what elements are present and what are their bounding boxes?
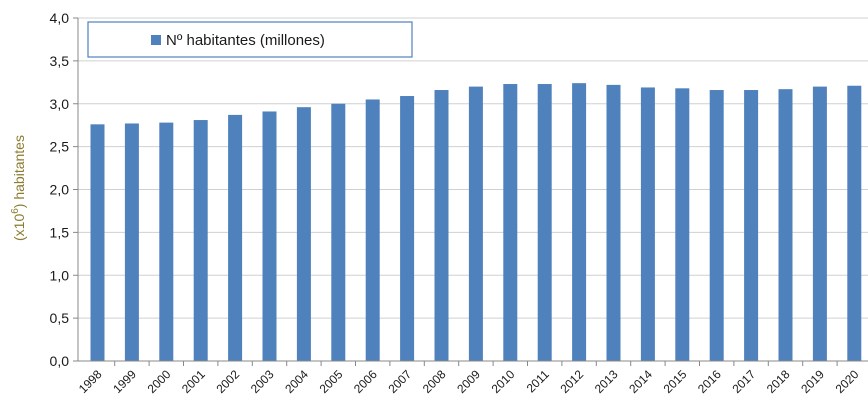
- x-tick-label: 2007: [385, 367, 414, 396]
- legend-swatch: [151, 35, 161, 45]
- bar: [709, 90, 724, 361]
- bar: [90, 124, 105, 361]
- x-tick-label: 2019: [798, 367, 827, 396]
- legend-label: Nº habitantes (millones): [166, 32, 325, 49]
- x-tick-label: 2014: [626, 367, 655, 396]
- y-tick-label: 0,5: [50, 310, 70, 326]
- y-tick-label: 2,0: [50, 182, 70, 198]
- bar: [400, 96, 415, 361]
- bar: [468, 86, 483, 361]
- bar: [228, 114, 243, 362]
- y-tick-label: 1,0: [50, 267, 70, 283]
- x-tick-label: 2017: [729, 367, 758, 396]
- bar: [503, 84, 518, 361]
- y-tick-label: 3,0: [50, 96, 70, 112]
- bar: [159, 122, 174, 362]
- x-tick-label: 2003: [248, 367, 277, 396]
- legend: Nº habitantes (millones): [87, 21, 413, 58]
- x-tick-label: 2009: [454, 367, 483, 396]
- x-tick-label: 2015: [661, 367, 690, 396]
- x-tick-label: 2001: [179, 367, 208, 396]
- x-tick-label: 2020: [833, 367, 862, 396]
- x-tick-label: 2004: [282, 367, 311, 396]
- x-tick-label: 2002: [213, 367, 242, 396]
- bar: [572, 83, 587, 362]
- bar: [812, 86, 827, 361]
- y-tick-label: 2,5: [50, 139, 70, 155]
- bar: [193, 120, 208, 361]
- bar: [640, 87, 655, 362]
- x-tick-label: 2005: [317, 367, 346, 396]
- x-tick-label: 2010: [489, 367, 518, 396]
- x-tick-label: 2000: [145, 367, 174, 396]
- x-tick-label: 1999: [110, 367, 139, 396]
- bar: [675, 88, 690, 361]
- bar: [262, 111, 277, 361]
- bars: [90, 83, 862, 362]
- x-tick-labels: 1998 1999 2000 2001 2002 2003 2004 2005 2006 2007…: [76, 367, 862, 396]
- x-tick-label: 2013: [592, 367, 621, 396]
- y-axis-label: (x106) habitantes: [10, 135, 27, 241]
- y-tick-label: 0,0: [50, 353, 70, 369]
- y-tick-labels: 0,0 0,5 1,0 1,5 2,0 2,5 3,0 3,5 4,0: [50, 10, 70, 369]
- bar: [434, 90, 449, 361]
- bar: [296, 107, 311, 362]
- x-tick-label: 2006: [351, 367, 380, 396]
- bar: [365, 99, 380, 362]
- x-tick-label: 2016: [695, 367, 724, 396]
- y-tick-label: 3,5: [50, 53, 70, 69]
- x-tick-label: 2012: [557, 367, 586, 396]
- axes: [73, 17, 868, 366]
- bar: [847, 85, 862, 362]
- x-tick-label: 2008: [420, 367, 449, 396]
- bar: [744, 90, 759, 361]
- x-tick-label: 2011: [524, 367, 552, 395]
- y-tick-label: 4,0: [50, 10, 70, 26]
- bar: [331, 103, 346, 361]
- bar: [606, 84, 621, 361]
- bar: [537, 84, 552, 361]
- legend-box: [87, 21, 413, 58]
- x-tick-label: 1998: [76, 367, 105, 396]
- y-tick-label: 1,5: [50, 224, 70, 240]
- bar: [778, 89, 793, 362]
- bar: [124, 123, 139, 361]
- x-tick-label: 2018: [764, 367, 793, 396]
